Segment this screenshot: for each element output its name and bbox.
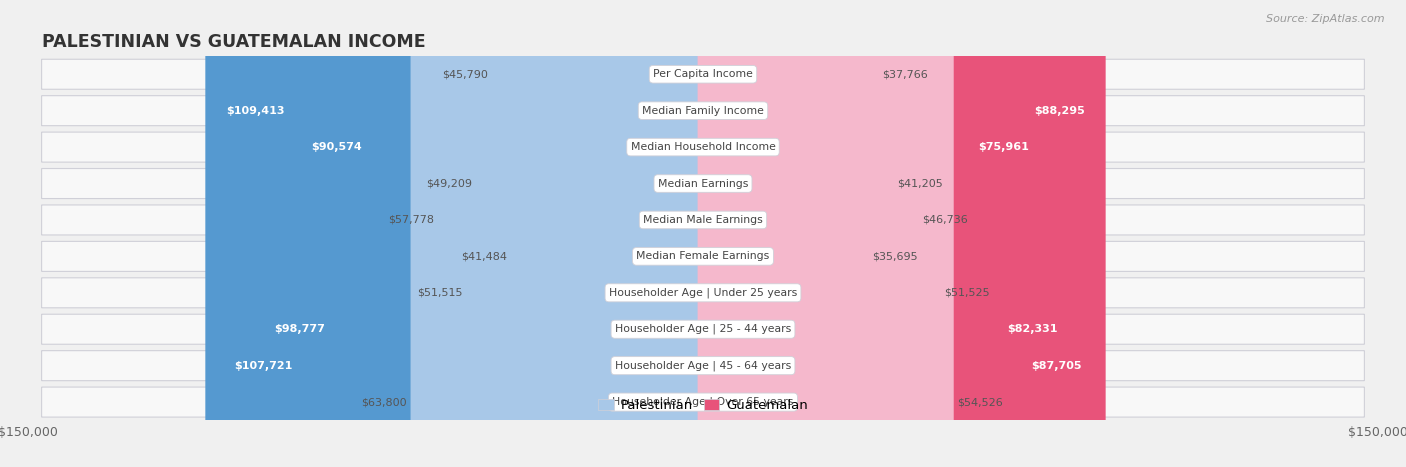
Text: $90,574: $90,574 — [311, 142, 361, 152]
FancyBboxPatch shape — [212, 0, 709, 467]
Text: $107,721: $107,721 — [233, 361, 292, 371]
FancyBboxPatch shape — [697, 0, 1102, 467]
Text: $51,515: $51,515 — [416, 288, 463, 298]
FancyBboxPatch shape — [42, 387, 1364, 417]
FancyBboxPatch shape — [290, 0, 709, 467]
FancyBboxPatch shape — [205, 0, 709, 467]
Text: $75,961: $75,961 — [979, 142, 1029, 152]
FancyBboxPatch shape — [42, 132, 1364, 162]
Text: $45,790: $45,790 — [441, 69, 488, 79]
Text: $41,484: $41,484 — [461, 251, 508, 262]
FancyBboxPatch shape — [697, 0, 879, 467]
FancyBboxPatch shape — [697, 0, 1078, 467]
Text: $46,736: $46,736 — [922, 215, 967, 225]
Text: $88,295: $88,295 — [1033, 106, 1084, 116]
Text: $109,413: $109,413 — [226, 106, 285, 116]
Text: Median Female Earnings: Median Female Earnings — [637, 251, 769, 262]
FancyBboxPatch shape — [42, 96, 1364, 126]
Text: $54,526: $54,526 — [957, 397, 1002, 407]
FancyBboxPatch shape — [42, 59, 1364, 89]
Text: Householder Age | 45 - 64 years: Householder Age | 45 - 64 years — [614, 361, 792, 371]
FancyBboxPatch shape — [697, 0, 894, 467]
FancyBboxPatch shape — [42, 351, 1364, 381]
FancyBboxPatch shape — [42, 314, 1364, 344]
Text: $63,800: $63,800 — [361, 397, 406, 407]
Text: $57,778: $57,778 — [388, 215, 434, 225]
FancyBboxPatch shape — [697, 0, 1050, 467]
Text: Source: ZipAtlas.com: Source: ZipAtlas.com — [1267, 14, 1385, 24]
FancyBboxPatch shape — [465, 0, 709, 467]
Text: $87,705: $87,705 — [1032, 361, 1081, 371]
Text: Householder Age | Under 25 years: Householder Age | Under 25 years — [609, 288, 797, 298]
FancyBboxPatch shape — [42, 169, 1364, 198]
Text: Householder Age | Over 65 years: Householder Age | Over 65 years — [612, 397, 794, 407]
Text: Median Family Income: Median Family Income — [643, 106, 763, 116]
FancyBboxPatch shape — [510, 0, 709, 467]
FancyBboxPatch shape — [697, 0, 1105, 467]
Text: $51,525: $51,525 — [943, 288, 990, 298]
FancyBboxPatch shape — [411, 0, 709, 467]
Text: Median Earnings: Median Earnings — [658, 178, 748, 189]
Text: Householder Age | 25 - 44 years: Householder Age | 25 - 44 years — [614, 324, 792, 334]
FancyBboxPatch shape — [42, 278, 1364, 308]
FancyBboxPatch shape — [697, 0, 918, 467]
Text: $98,777: $98,777 — [274, 324, 325, 334]
Text: Per Capita Income: Per Capita Income — [652, 69, 754, 79]
Text: $82,331: $82,331 — [1007, 324, 1057, 334]
Text: Median Household Income: Median Household Income — [630, 142, 776, 152]
Legend: Palestinian, Guatemalan: Palestinian, Guatemalan — [593, 393, 813, 417]
Text: $35,695: $35,695 — [873, 251, 918, 262]
Text: PALESTINIAN VS GUATEMALAN INCOME: PALESTINIAN VS GUATEMALAN INCOME — [42, 33, 425, 50]
Text: $49,209: $49,209 — [426, 178, 472, 189]
Text: $41,205: $41,205 — [897, 178, 943, 189]
FancyBboxPatch shape — [697, 0, 941, 467]
Text: $37,766: $37,766 — [882, 69, 928, 79]
FancyBboxPatch shape — [697, 0, 869, 467]
FancyBboxPatch shape — [477, 0, 709, 467]
FancyBboxPatch shape — [42, 205, 1364, 235]
FancyBboxPatch shape — [697, 0, 953, 467]
FancyBboxPatch shape — [253, 0, 709, 467]
FancyBboxPatch shape — [437, 0, 709, 467]
Text: Median Male Earnings: Median Male Earnings — [643, 215, 763, 225]
FancyBboxPatch shape — [492, 0, 709, 467]
FancyBboxPatch shape — [42, 241, 1364, 271]
